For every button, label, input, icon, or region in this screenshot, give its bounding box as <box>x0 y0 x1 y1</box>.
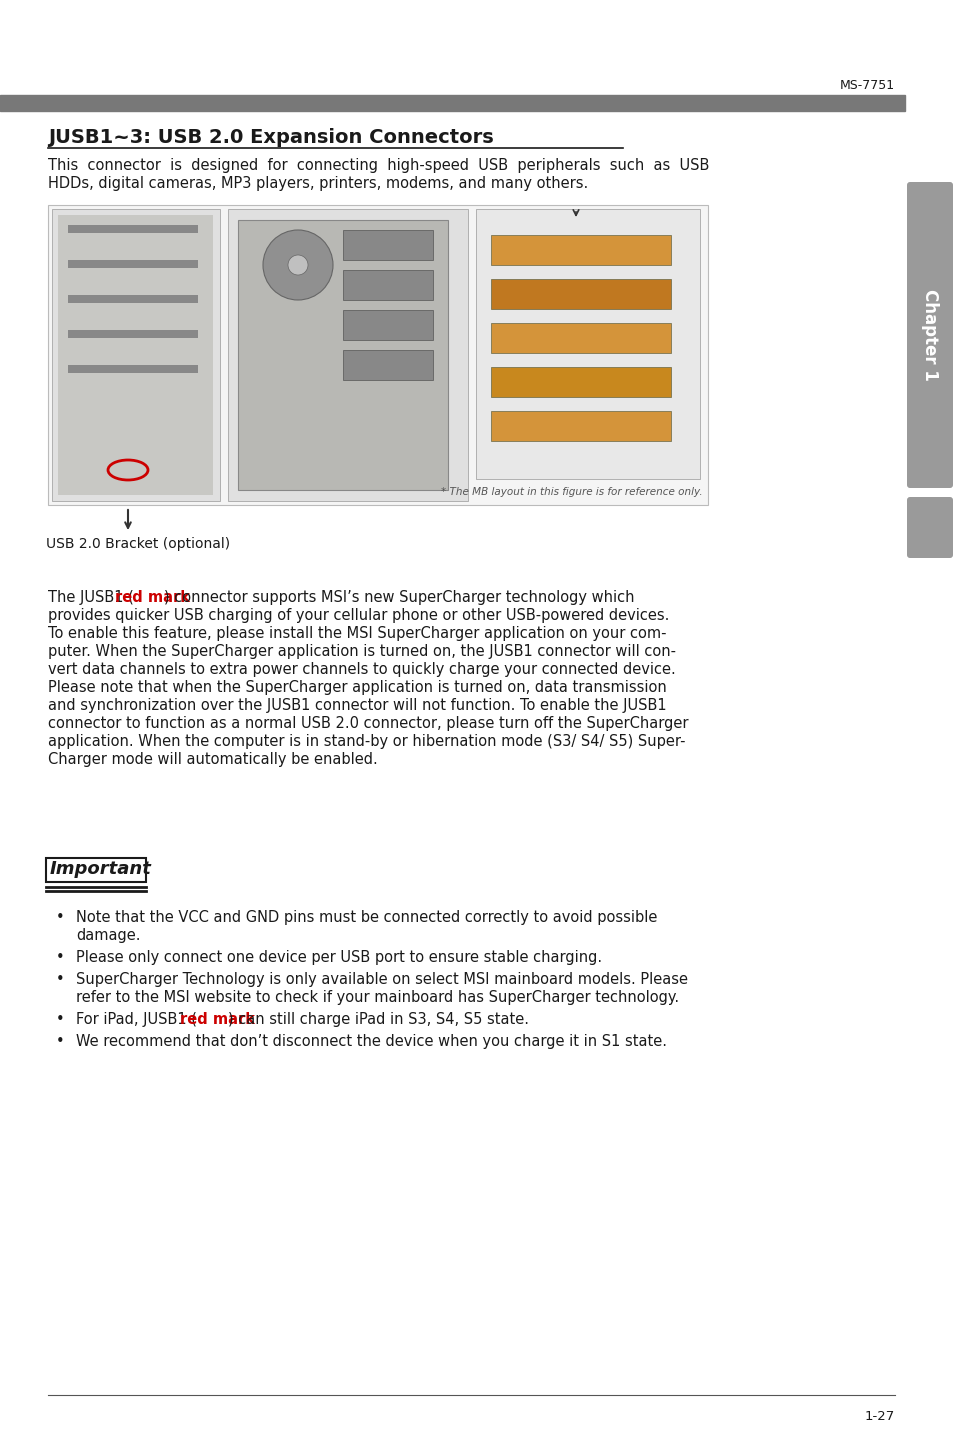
Bar <box>343 271 433 299</box>
Text: To enable this feature, please install the MSI SuperCharger application on your : To enable this feature, please install t… <box>48 626 666 642</box>
Text: provides quicker USB charging of your cellular phone or other USB-powered device: provides quicker USB charging of your ce… <box>48 609 669 623</box>
Bar <box>68 295 198 304</box>
Text: For iPad, JUSB1 (: For iPad, JUSB1 ( <box>76 1012 196 1027</box>
Bar <box>343 309 433 339</box>
Bar <box>491 367 670 397</box>
Text: Important: Important <box>50 861 152 878</box>
Text: MS-7751: MS-7751 <box>839 79 894 92</box>
Text: and synchronization over the JUSB1 connector will not function. To enable the JU: and synchronization over the JUSB1 conne… <box>48 697 666 713</box>
Text: ) connector supports MSI’s new SuperCharger technology which: ) connector supports MSI’s new SuperChar… <box>164 590 634 604</box>
Text: This  connector  is  designed  for  connecting  high-speed  USB  peripherals  su: This connector is designed for connectin… <box>48 158 709 173</box>
Text: •: • <box>56 1034 65 1050</box>
Text: red mark: red mark <box>115 590 190 604</box>
Bar <box>491 324 670 354</box>
Bar <box>343 349 433 379</box>
Text: •: • <box>56 972 65 987</box>
Bar <box>476 209 700 478</box>
Text: red mark: red mark <box>179 1012 254 1027</box>
Text: The JUSB1 (: The JUSB1 ( <box>48 590 133 604</box>
Text: damage.: damage. <box>76 928 140 944</box>
Text: JUSB1~3: USB 2.0 Expansion Connectors: JUSB1~3: USB 2.0 Expansion Connectors <box>48 127 494 147</box>
Bar <box>58 215 213 495</box>
Bar <box>343 231 433 261</box>
Bar <box>228 209 468 501</box>
Text: Please only connect one device per USB port to ensure stable charging.: Please only connect one device per USB p… <box>76 949 601 965</box>
Text: 1-27: 1-27 <box>863 1411 894 1423</box>
Bar <box>68 365 198 372</box>
Text: •: • <box>56 949 65 965</box>
Bar <box>46 858 146 882</box>
Text: * The MB layout in this figure is for reference only.: * The MB layout in this figure is for re… <box>441 487 702 497</box>
Text: Note that the VCC and GND pins must be connected correctly to avoid possible: Note that the VCC and GND pins must be c… <box>76 909 657 925</box>
Text: USB 2.0 Bracket (optional): USB 2.0 Bracket (optional) <box>46 537 230 551</box>
Text: puter. When the SuperCharger application is turned on, the JUSB1 connector will : puter. When the SuperCharger application… <box>48 644 676 659</box>
Bar <box>491 235 670 265</box>
Bar <box>237 221 448 490</box>
Text: HDDs, digital cameras, MP3 players, printers, modems, and many others.: HDDs, digital cameras, MP3 players, prin… <box>48 176 588 190</box>
Text: Chapter 1: Chapter 1 <box>920 289 938 381</box>
Bar <box>491 411 670 441</box>
Bar <box>52 209 220 501</box>
Bar <box>48 205 707 505</box>
Bar <box>491 279 670 309</box>
Text: connector to function as a normal USB 2.0 connector, please turn off the SuperCh: connector to function as a normal USB 2.… <box>48 716 688 730</box>
Text: •: • <box>56 909 65 925</box>
Text: ) can still charge iPad in S3, S4, S5 state.: ) can still charge iPad in S3, S4, S5 st… <box>228 1012 529 1027</box>
Text: vert data channels to extra power channels to quickly charge your connected devi: vert data channels to extra power channe… <box>48 662 675 677</box>
Text: Please note that when the SuperCharger application is turned on, data transmissi: Please note that when the SuperCharger a… <box>48 680 666 695</box>
Text: We recommend that don’t disconnect the device when you charge it in S1 state.: We recommend that don’t disconnect the d… <box>76 1034 666 1050</box>
Bar <box>68 225 198 233</box>
Bar <box>68 261 198 268</box>
Text: •: • <box>56 1012 65 1027</box>
Text: SuperCharger Technology is only available on select MSI mainboard models. Please: SuperCharger Technology is only availabl… <box>76 972 687 987</box>
Bar <box>0 95 904 112</box>
Text: Charger mode will automatically be enabled.: Charger mode will automatically be enabl… <box>48 752 377 768</box>
Circle shape <box>263 231 333 299</box>
FancyBboxPatch shape <box>906 182 952 488</box>
Text: refer to the MSI website to check if your mainboard has SuperCharger technology.: refer to the MSI website to check if you… <box>76 990 679 1005</box>
FancyBboxPatch shape <box>906 497 952 558</box>
Bar <box>68 329 198 338</box>
Circle shape <box>288 255 308 275</box>
Text: application. When the computer is in stand-by or hibernation mode (S3/ S4/ S5) S: application. When the computer is in sta… <box>48 735 685 749</box>
